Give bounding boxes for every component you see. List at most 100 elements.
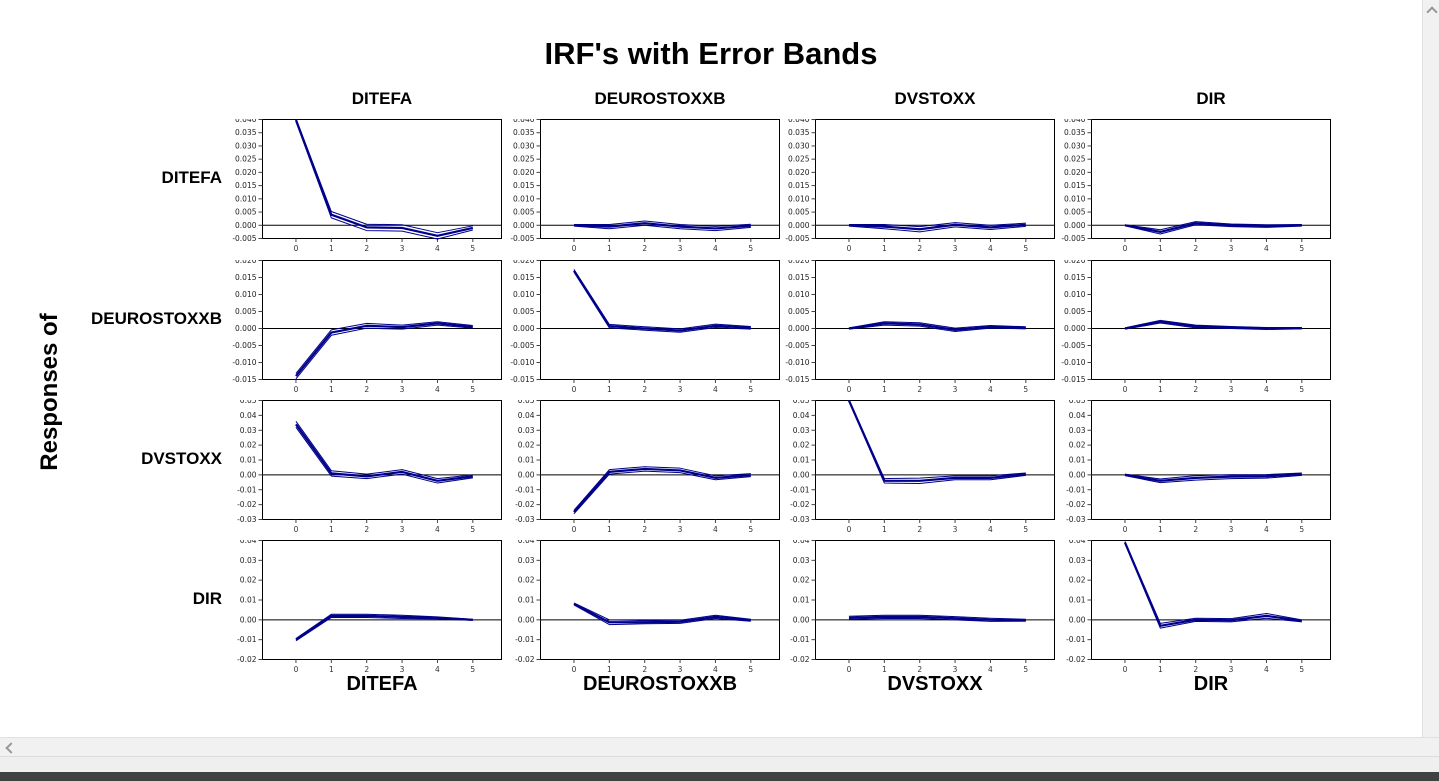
vertical-scrollbar[interactable]	[1422, 0, 1439, 737]
svg-text:2: 2	[642, 385, 647, 394]
svg-text:0.020: 0.020	[788, 260, 810, 265]
svg-text:2: 2	[1193, 385, 1198, 394]
svg-text:2: 2	[1193, 665, 1198, 674]
svg-text:1: 1	[607, 385, 612, 394]
svg-text:-0.005: -0.005	[232, 341, 256, 350]
svg-text:0.005: 0.005	[1064, 208, 1086, 217]
svg-text:4: 4	[713, 525, 718, 534]
svg-text:0.04: 0.04	[240, 540, 257, 545]
svg-text:5: 5	[470, 525, 475, 534]
irf-plot-deurostoxxb-dir: 0.020 0.015 0.010 0.005 0.000 -0.005 -0.010 -0.…	[1061, 260, 1331, 394]
responses-of-label: Responses of	[36, 313, 63, 471]
svg-text:0.020: 0.020	[513, 168, 535, 177]
svg-text:4: 4	[988, 525, 993, 534]
svg-text:0.01: 0.01	[793, 456, 810, 465]
svg-text:4: 4	[435, 525, 440, 534]
horizontal-scrollbar[interactable]	[0, 737, 1439, 756]
svg-text:0.040: 0.040	[788, 119, 810, 124]
svg-text:5: 5	[1299, 385, 1304, 394]
svg-text:0: 0	[847, 525, 852, 534]
svg-text:-0.01: -0.01	[237, 485, 257, 494]
svg-text:0.020: 0.020	[1064, 168, 1086, 177]
svg-text:1: 1	[1158, 385, 1163, 394]
row-label-dvstoxx: DVSTOXX	[141, 449, 222, 468]
svg-text:0: 0	[572, 665, 577, 674]
svg-text:2: 2	[642, 525, 647, 534]
column-header-ditefa: DITEFA	[351, 89, 413, 108]
svg-text:3: 3	[953, 244, 958, 253]
svg-text:4: 4	[713, 665, 718, 674]
svg-text:0.03: 0.03	[240, 556, 257, 565]
svg-text:4: 4	[1264, 665, 1269, 674]
svg-text:0.03: 0.03	[518, 426, 535, 435]
svg-text:4: 4	[988, 385, 993, 394]
svg-text:4: 4	[435, 385, 440, 394]
svg-text:0.01: 0.01	[240, 596, 257, 605]
svg-text:3: 3	[1229, 525, 1234, 534]
svg-text:5: 5	[1299, 525, 1304, 534]
svg-text:4: 4	[435, 665, 440, 674]
svg-text:0.05: 0.05	[1069, 400, 1086, 405]
svg-text:0: 0	[294, 385, 299, 394]
svg-text:0.02: 0.02	[1069, 441, 1086, 450]
svg-text:0: 0	[572, 385, 577, 394]
svg-text:0: 0	[847, 385, 852, 394]
svg-text:-0.01: -0.01	[515, 635, 535, 644]
svg-text:0.01: 0.01	[1069, 596, 1086, 605]
svg-text:0: 0	[1123, 525, 1128, 534]
svg-text:0.03: 0.03	[793, 426, 810, 435]
svg-text:0.035: 0.035	[513, 128, 535, 137]
svg-text:-0.005: -0.005	[232, 234, 256, 243]
scroll-up-icon[interactable]	[1426, 6, 1438, 18]
svg-text:0.02: 0.02	[518, 441, 535, 450]
svg-text:0.000: 0.000	[1064, 221, 1086, 230]
irf-plot-deurostoxxb-deurostoxxb: 0.020 0.015 0.010 0.005 0.000 -0.005 -0.010 -0.…	[510, 260, 780, 394]
svg-text:2: 2	[642, 244, 647, 253]
svg-text:-0.01: -0.01	[1066, 485, 1086, 494]
svg-text:-0.005: -0.005	[1061, 341, 1085, 350]
svg-text:0.025: 0.025	[1064, 155, 1086, 164]
svg-text:0.020: 0.020	[235, 168, 257, 177]
svg-text:4: 4	[988, 244, 993, 253]
svg-text:0.000: 0.000	[513, 221, 535, 230]
svg-text:4: 4	[1264, 525, 1269, 534]
svg-text:1: 1	[882, 244, 887, 253]
svg-text:0.02: 0.02	[518, 576, 535, 585]
svg-text:0.05: 0.05	[793, 400, 810, 405]
svg-text:0.035: 0.035	[1064, 128, 1086, 137]
svg-text:0.015: 0.015	[788, 181, 810, 190]
svg-text:0.015: 0.015	[235, 273, 257, 282]
bottom-label-dvstoxx: DVSTOXX	[887, 673, 983, 695]
svg-text:0.025: 0.025	[788, 155, 810, 164]
svg-text:0.00: 0.00	[518, 470, 535, 479]
row-label-dir: DIR	[192, 589, 222, 608]
svg-text:0.040: 0.040	[1064, 119, 1086, 124]
svg-text:-0.02: -0.02	[1066, 500, 1086, 509]
svg-text:-0.03: -0.03	[515, 515, 535, 524]
svg-text:0: 0	[1123, 244, 1128, 253]
svg-text:0.030: 0.030	[1064, 141, 1086, 150]
svg-text:0.000: 0.000	[235, 324, 257, 333]
svg-text:3: 3	[678, 525, 683, 534]
window-bottom-strip	[0, 756, 1439, 772]
irf-plot-dir-deurostoxxb: 0.04 0.03 0.02 0.01 0.00 -0.01 -0.02 0 1 2 3 4 5	[515, 540, 780, 674]
svg-text:0.010: 0.010	[788, 290, 810, 299]
svg-text:0.015: 0.015	[1064, 273, 1086, 282]
svg-text:1: 1	[329, 385, 334, 394]
svg-text:0.030: 0.030	[235, 141, 257, 150]
svg-text:0.015: 0.015	[235, 181, 257, 190]
svg-text:0.005: 0.005	[235, 208, 257, 217]
scroll-left-icon[interactable]	[5, 742, 17, 754]
svg-text:4: 4	[713, 385, 718, 394]
svg-text:5: 5	[470, 665, 475, 674]
svg-text:1: 1	[882, 665, 887, 674]
svg-text:0.04: 0.04	[518, 411, 535, 420]
svg-text:3: 3	[1229, 385, 1234, 394]
svg-text:3: 3	[953, 385, 958, 394]
svg-text:-0.015: -0.015	[1061, 375, 1085, 384]
bottom-label-ditefa: DITEFA	[346, 673, 418, 695]
svg-text:2: 2	[364, 525, 369, 534]
svg-text:3: 3	[678, 244, 683, 253]
svg-text:2: 2	[917, 244, 922, 253]
svg-text:0.015: 0.015	[788, 273, 810, 282]
